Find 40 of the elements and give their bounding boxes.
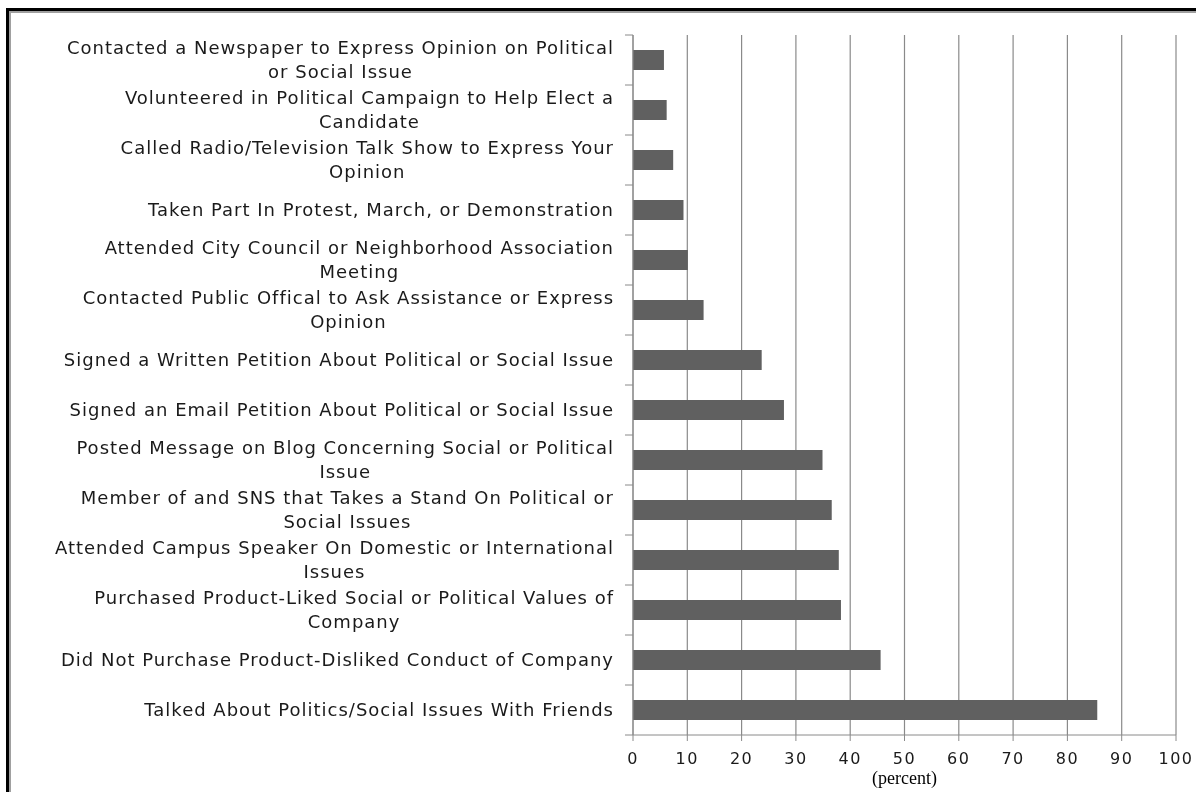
y-tick-label: Purchased Product-Liked Social or Political Values of Company xyxy=(94,587,614,633)
bar xyxy=(633,700,1098,720)
y-tick-label: Posted Message on Blog Concerning Social or Political Issue xyxy=(76,437,614,483)
bar xyxy=(633,400,784,420)
x-tick-label: 50 xyxy=(892,749,917,769)
bar xyxy=(633,200,684,220)
y-tick-label: Contacted a Newspaper to Express Opinion on Political or Social Issue xyxy=(66,37,614,83)
bar xyxy=(633,50,664,70)
x-tick-label: 100 xyxy=(1158,749,1194,769)
y-tick-label: Taken Part In Protest, March, or Demonstration xyxy=(147,199,614,221)
bar xyxy=(633,650,881,670)
y-tick-label: Called Radio/Television Talk Show to Express Your Opinion xyxy=(120,137,614,183)
bar xyxy=(633,150,674,170)
x-tick-label: 20 xyxy=(729,749,754,769)
x-tick-label: 90 xyxy=(1110,749,1134,769)
y-tick-label: Did Not Purchase Product-Disliked Conduct of Company xyxy=(60,649,614,671)
y-tick-label: Volunteered in Political Campaign to Help Elect a Candidate xyxy=(124,87,615,133)
y-tick-label: Contacted Public Offical to Ask Assistance or Express Opinion xyxy=(82,287,615,333)
x-axis-title: (percent) xyxy=(872,768,937,789)
y-tick-label: Member of and SNS that Takes a Stand On Political or Social Issues xyxy=(80,487,614,533)
bar xyxy=(633,100,667,120)
x-tick-label: 0 xyxy=(627,749,639,769)
bar xyxy=(633,550,839,570)
x-tick-label: 80 xyxy=(1055,749,1080,769)
x-tick-label: 60 xyxy=(947,749,971,769)
bar xyxy=(633,450,823,470)
y-tick-label: Attended City Council or Neighborhood Association Meeting xyxy=(104,237,615,283)
bar xyxy=(633,300,704,320)
y-tick-label: Signed an Email Petition About Political or Social Issue xyxy=(69,399,614,421)
x-tick-label: 70 xyxy=(1001,749,1025,769)
y-tick-label: Signed a Written Petition About Political or Social Issue xyxy=(63,349,614,371)
x-tick-label: 40 xyxy=(838,749,862,769)
bar xyxy=(633,350,762,370)
x-tick-label: 30 xyxy=(784,749,808,769)
x-tick-label: 10 xyxy=(675,749,699,769)
y-tick-label: Attended Campus Speaker On Domestic or International Issues xyxy=(54,537,614,583)
bar xyxy=(633,600,841,620)
bar xyxy=(633,250,688,270)
bar xyxy=(633,500,832,520)
y-tick-label: Talked About Politics/Social Issues With Friends xyxy=(143,699,615,721)
